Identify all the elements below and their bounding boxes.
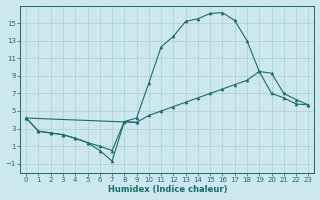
- X-axis label: Humidex (Indice chaleur): Humidex (Indice chaleur): [108, 185, 227, 194]
